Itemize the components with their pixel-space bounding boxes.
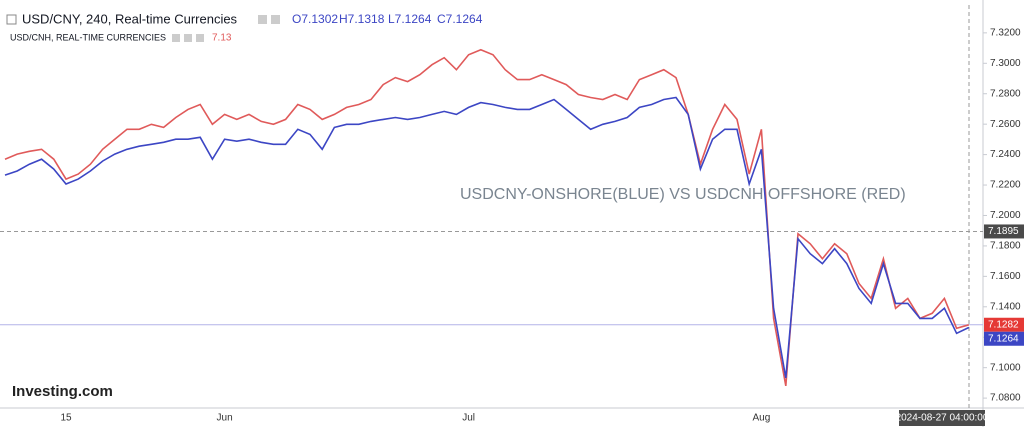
y-tick-label: 7.1000 <box>990 362 1021 373</box>
y-tick-label: 7.2600 <box>990 119 1021 130</box>
y-tick-label: 7.2000 <box>990 210 1021 221</box>
y-tick-label: 7.3000 <box>990 58 1021 69</box>
series-line <box>4 96 970 379</box>
series-title: USD/CNH, REAL-TIME CURRENCIES <box>10 32 166 42</box>
logo: Investing.com <box>12 383 113 400</box>
y-tick-label: 7.2200 <box>990 180 1021 191</box>
y-tick-label: 7.2400 <box>990 149 1021 160</box>
y-tick-label: 7.1600 <box>990 271 1021 282</box>
last-price: 7.1282 <box>988 319 1019 330</box>
y-tick-label: 7.3200 <box>990 27 1021 38</box>
y-tick-label: 7.0800 <box>990 393 1021 404</box>
last-price-box <box>984 331 1024 346</box>
series-line <box>4 48 970 387</box>
x-tick-label: 15 <box>60 413 72 424</box>
collapse-icon[interactable] <box>6 14 17 25</box>
crosshair-price: 7.1895 <box>988 226 1019 237</box>
x-tick-label: Jul <box>462 413 475 424</box>
y-tick-label: 7.1800 <box>990 241 1021 252</box>
legend-icons[interactable] <box>172 15 280 42</box>
series-last: 7.13 <box>212 33 232 44</box>
x-tick-label: Jun <box>217 413 233 424</box>
series-title: USD/CNY, 240, Real-time Currencies <box>22 11 238 26</box>
ohlc-high: H7.1318 <box>339 12 385 26</box>
y-tick-label: 7.2800 <box>990 88 1021 99</box>
ohlc-close: C7.1264 <box>437 12 483 26</box>
ohlc-open: O7.1302 <box>292 12 338 26</box>
y-tick-label: 7.1400 <box>990 301 1021 312</box>
x-tick-label: Aug <box>753 413 771 424</box>
crosshair-price-box <box>984 224 1024 239</box>
cursor-label-box <box>899 410 985 426</box>
ohlc-low: L7.1264 <box>388 12 432 26</box>
last-price: 7.1264 <box>988 333 1019 344</box>
last-price-box <box>984 317 1024 332</box>
cursor-label: 2024-08-27 04:00:00 <box>896 413 989 424</box>
annotation: USDCNY-ONSHORE(BLUE) VS USDCNH OFFSHORE … <box>460 186 906 203</box>
